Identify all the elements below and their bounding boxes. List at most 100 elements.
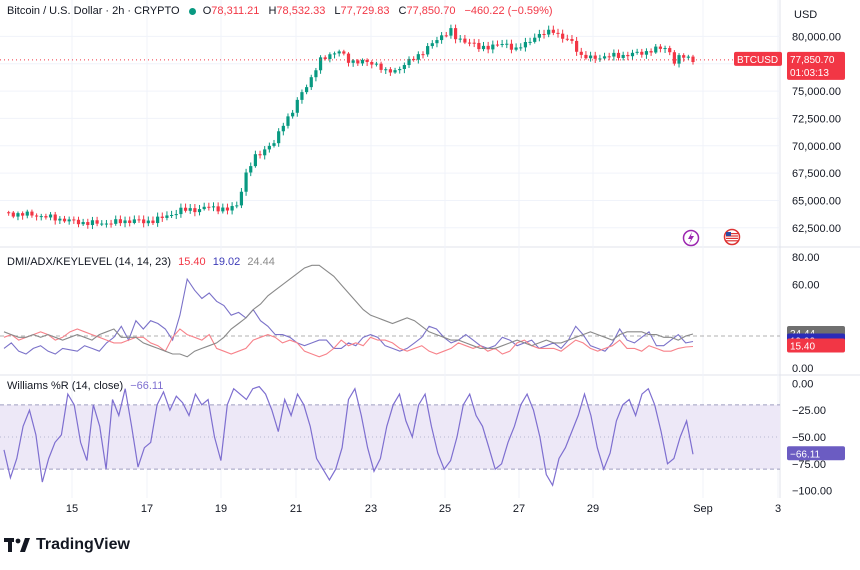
candle	[72, 216, 76, 224]
last-price-text: 77,850.70	[790, 55, 835, 66]
candle-body	[48, 214, 53, 218]
candle	[258, 150, 262, 159]
candle-body	[16, 213, 20, 217]
candle	[668, 45, 672, 56]
candle-body	[169, 214, 174, 216]
candle-body	[663, 48, 667, 50]
candle	[412, 56, 416, 62]
candle	[481, 41, 486, 52]
candle-body	[244, 172, 248, 192]
currency-label: USD	[794, 9, 817, 21]
candle	[477, 39, 481, 52]
candle-body	[649, 51, 653, 53]
candle-body	[607, 56, 611, 58]
candle-body	[281, 125, 285, 132]
candle	[616, 49, 621, 61]
candle-body	[523, 42, 528, 48]
candle-body	[416, 54, 420, 60]
candle-body	[109, 223, 113, 225]
candle	[523, 37, 528, 52]
candle-body	[440, 35, 444, 41]
candle-body	[421, 54, 425, 56]
candle-body	[156, 216, 160, 224]
candle	[86, 218, 90, 229]
candle-body	[151, 220, 155, 224]
high-value: 78,532.33	[276, 5, 326, 17]
candle	[640, 48, 644, 58]
candle	[128, 216, 132, 227]
candle	[53, 211, 57, 225]
candle	[570, 35, 574, 44]
wr-legend[interactable]: Williams %R (14, close) −66.11	[7, 380, 163, 392]
candle	[467, 38, 472, 47]
candle	[551, 25, 555, 36]
dmi-value-3: 24.44	[247, 256, 275, 268]
candle-body	[216, 206, 220, 212]
candle-body	[305, 87, 309, 93]
candle-body	[62, 218, 67, 222]
candle-body	[114, 219, 118, 224]
candle-body	[342, 51, 346, 54]
candle	[644, 48, 649, 59]
candle-body	[346, 53, 351, 63]
candle	[500, 39, 504, 48]
candle	[76, 216, 81, 228]
x-tick-label: 29	[587, 503, 599, 515]
candle-body	[253, 154, 257, 167]
price-tick-label: 62,500.00	[792, 223, 841, 235]
candle	[537, 29, 541, 42]
candle-body	[398, 69, 402, 71]
candle	[151, 216, 155, 226]
candle-body	[481, 45, 486, 50]
candle-body	[239, 191, 244, 206]
candle	[663, 45, 667, 54]
dmi-value-2: 19.02	[212, 256, 241, 268]
candle-body	[514, 47, 518, 50]
candle-body	[658, 46, 663, 49]
candle	[356, 58, 360, 66]
candle-body	[25, 211, 29, 216]
candle-body	[412, 58, 416, 60]
market-status-dot	[188, 7, 196, 15]
candle	[146, 216, 150, 227]
candle-body	[542, 33, 546, 35]
candle-body	[593, 55, 597, 59]
candle-body	[654, 46, 658, 53]
candle-body	[621, 54, 625, 58]
candle-body	[81, 222, 85, 225]
candle-body	[500, 44, 504, 46]
candle	[202, 202, 206, 211]
dmi-tick-label: 80.00	[792, 252, 820, 264]
candle-body	[286, 116, 290, 126]
candle	[654, 44, 658, 54]
candle-body	[230, 206, 234, 211]
wr-tick-label: 0.00	[792, 378, 813, 390]
candle-body	[179, 207, 183, 215]
wr-title: Williams %R (14, close)	[7, 380, 124, 392]
chart-header: Bitcoin / U.S. Dollar · 2h · CRYPTO O78,…	[7, 5, 553, 17]
candle-body	[207, 206, 211, 208]
candle-body	[197, 209, 202, 213]
candle-body	[686, 56, 690, 58]
candle	[142, 215, 146, 228]
candle	[491, 40, 495, 54]
candle	[197, 204, 202, 216]
candle-body	[453, 28, 458, 40]
candle	[533, 33, 537, 44]
candle-body	[668, 48, 672, 53]
candle	[114, 215, 118, 226]
candle-body	[677, 55, 681, 64]
candle-body	[551, 29, 555, 33]
candle-body	[635, 51, 639, 53]
tradingview-logo[interactable]: TradingView	[4, 536, 130, 554]
wr-tick-label: −50.00	[792, 432, 826, 444]
candle	[588, 51, 593, 62]
candle	[44, 213, 48, 220]
candle	[235, 201, 239, 209]
candle	[132, 215, 136, 225]
candle-body	[547, 29, 551, 35]
candle	[81, 218, 85, 226]
candle	[309, 74, 313, 90]
dmi-legend[interactable]: DMI/ADX/KEYLEVEL (14, 14, 23) 15.40 19.0…	[7, 256, 275, 268]
